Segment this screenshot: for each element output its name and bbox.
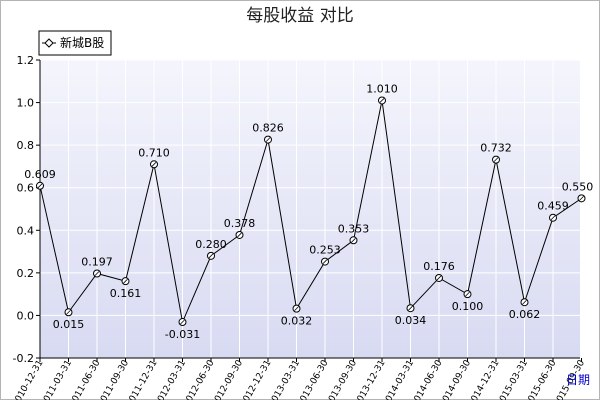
data-label: 0.732	[480, 142, 512, 155]
data-label: 0.826	[252, 122, 284, 135]
data-point-marker-slash	[550, 215, 556, 221]
data-point-marker-slash	[322, 259, 328, 264]
data-point-marker-slash	[294, 306, 299, 311]
data-point-marker-slash	[408, 305, 413, 311]
data-label: 0.176	[423, 260, 455, 273]
data-label: 0.609	[24, 168, 56, 181]
data-label: 0.062	[509, 308, 541, 321]
data-point-marker-slash	[208, 253, 214, 259]
y-tick-label: 0.4	[17, 224, 35, 237]
data-label: -0.031	[165, 328, 200, 341]
data-point-marker-slash	[579, 196, 584, 201]
data-label: 1.010	[366, 82, 398, 95]
data-label: 0.034	[395, 314, 427, 327]
data-label: 0.253	[309, 244, 341, 257]
legend-series-label: 新城B股	[60, 35, 104, 50]
data-label: 0.100	[452, 300, 484, 313]
data-label: 0.550	[562, 180, 594, 193]
y-tick-label: 0.8	[17, 139, 35, 152]
data-point-marker-slash	[379, 98, 385, 103]
data-point-marker-slash	[237, 232, 242, 238]
data-point-marker-slash	[465, 291, 470, 297]
legend-diamond-icon	[44, 38, 54, 48]
data-label: 0.378	[224, 217, 256, 230]
data-label: 0.280	[195, 238, 227, 251]
data-point-marker-slash	[66, 309, 71, 315]
data-point-marker-slash	[37, 183, 43, 189]
data-point-marker-slash	[123, 278, 128, 284]
series-line	[39, 100, 582, 324]
data-point-marker-slash	[265, 137, 271, 142]
data-label: 0.161	[110, 287, 142, 300]
chart-title: 每股收益 对比	[246, 6, 353, 26]
axes	[36, 59, 582, 362]
data-point-marker-slash	[151, 162, 157, 167]
data-label: 0.353	[338, 222, 370, 235]
data-point-marker-slash	[180, 319, 185, 325]
y-tick-label: 1.2	[17, 54, 35, 67]
x-tick-labels: 2010-12-312011-03-312011-06-302011-09-30…	[11, 358, 587, 400]
legend: 新城B股	[38, 30, 112, 56]
y-tick-label: 0.6	[17, 182, 35, 195]
data-label: 0.032	[281, 315, 313, 328]
series-eps	[36, 96, 586, 327]
data-point-marker-slash	[522, 299, 527, 305]
plot-area	[40, 60, 580, 358]
data-point-marker-slash	[436, 275, 442, 281]
data-label: 0.197	[81, 255, 113, 268]
data-point-marker-slash	[493, 157, 499, 162]
y-tick-label: -0.2	[13, 352, 34, 365]
data-label: 0.459	[537, 200, 569, 213]
y-tick-label: 1.0	[17, 97, 35, 110]
y-tick-labels: -0.2 0.0 0.2 0.4 0.6 0.8 1.0 1.2	[13, 54, 34, 365]
x-axis-label: 日期	[566, 373, 590, 387]
data-point-marker-slash	[94, 271, 100, 276]
data-labels: 0.609 0.015 0.197 0.161 0.710 -0.031 0.280 0.37…	[24, 82, 593, 341]
data-point-marker-slash	[351, 238, 356, 243]
data-label: 0.710	[138, 146, 170, 159]
y-tick-label: 0.2	[17, 267, 35, 280]
data-label: 0.015	[53, 318, 85, 331]
y-tick-label: 0.0	[17, 309, 35, 322]
